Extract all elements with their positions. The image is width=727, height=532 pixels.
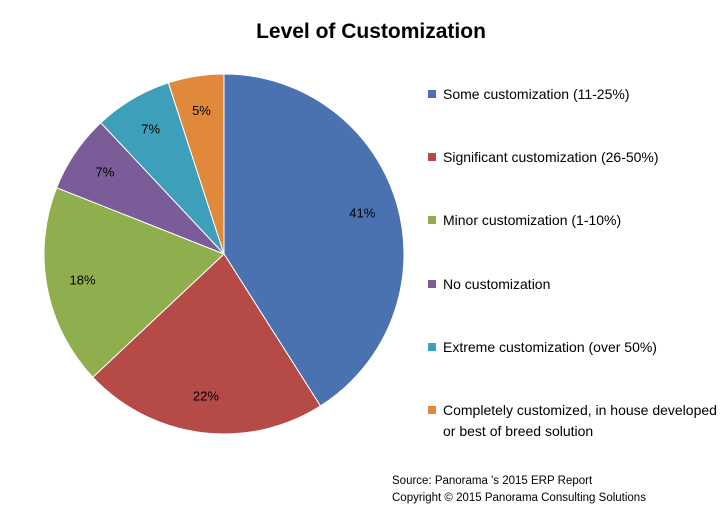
slice-label-none: 7%: [96, 164, 115, 179]
legend-label: Completely customized, in house develope…: [443, 402, 717, 439]
legend-item-minor: Minor customization (1-10%): [428, 210, 718, 231]
legend-item-completely: Completely customized, in house develope…: [428, 400, 718, 442]
legend-label: Extreme customization (over 50%): [443, 339, 657, 355]
legend-swatch: [428, 90, 436, 98]
slice-label-some: 41%: [349, 205, 375, 220]
legend-swatch: [428, 216, 436, 224]
legend-label: Minor customization (1-10%): [443, 212, 622, 228]
pie-slice-minor: [43, 187, 225, 378]
source-line: Source: Panorama 's 2015 ERP Report: [392, 475, 593, 487]
slice-label-minor: 18%: [70, 272, 96, 287]
legend-item-extreme: Extreme customization (over 50%): [428, 337, 718, 358]
legend-item-significant: Significant customization (26-50%): [428, 147, 718, 168]
legend-item-some: Some customization (11-25%): [428, 84, 718, 105]
legend-label: Significant customization (26-50%): [443, 149, 659, 165]
slice-label-completely: 5%: [192, 103, 211, 118]
legend-label: No customization: [443, 276, 551, 292]
source-note: Source: Panorama 's 2015 ERP Report Copy…: [392, 473, 646, 507]
legend-item-none: No customization: [428, 274, 718, 295]
chart-title: Level of Customization: [256, 20, 486, 43]
legend-swatch: [428, 343, 436, 351]
legend-swatch: [428, 153, 436, 161]
pie-slice-completely: [167, 73, 225, 255]
slice-label-extreme: 7%: [141, 121, 160, 136]
copyright-line: Copyright © 2015 Panorama Consulting Sol…: [392, 492, 646, 504]
legend-swatch: [428, 406, 436, 414]
slice-label-significant: 22%: [193, 388, 219, 403]
pie-slice-significant: [92, 253, 322, 435]
legend-label: Some customization (11-25%): [443, 86, 630, 102]
pie-slice-some: [223, 73, 405, 407]
legend-swatch: [428, 280, 436, 288]
